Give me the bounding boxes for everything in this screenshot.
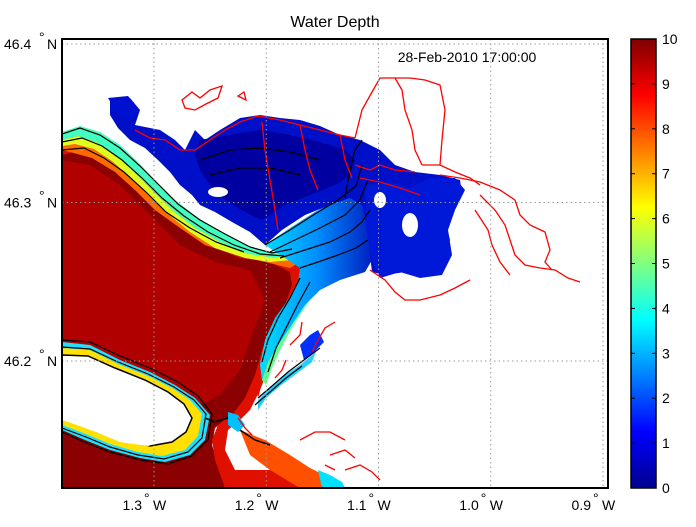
lon-tick-value: 0.9 (572, 497, 592, 513)
lat-tick-unit: N (47, 353, 57, 369)
colorbar-tick-label: 9 (662, 76, 670, 92)
colorbar-tick-labels: 0 1 2 3 4 5 6 7 8 9 10 (631, 31, 678, 496)
map-title: Water Depth (290, 14, 379, 31)
latitude-tick-labels: 46.4 ° N46.3 ° N46.2 ° N (4, 29, 57, 369)
degree-symbol: ° (39, 346, 45, 362)
lat-tick-unit: N (47, 36, 57, 52)
degree-symbol: ° (144, 490, 150, 506)
degree-symbol: ° (39, 188, 45, 204)
flat-island-2 (319, 116, 331, 124)
lon-tick-unit: W (602, 497, 616, 513)
flat-island-4 (374, 192, 386, 208)
flat-island-3 (402, 213, 418, 237)
degree-symbol: ° (39, 29, 45, 45)
colorbar-tick-label: 5 (662, 256, 670, 272)
tidal-flats-deep (195, 130, 355, 220)
lat-tick-value: 46.2 (4, 353, 31, 369)
coastline-dikes (134, 77, 581, 481)
colorbar-tick-label: 8 (662, 121, 670, 137)
colorbar-tick-label: 2 (662, 390, 670, 406)
south-channel-patch (318, 470, 345, 488)
south-coast-blue-fringe (300, 330, 324, 360)
estuary-green-margin (262, 292, 318, 385)
colorbar-tick-label: 7 (662, 166, 670, 182)
lat-tick-value: 46.4 (4, 36, 31, 52)
map-gridlines (62, 39, 608, 488)
lon-tick-value: 1.1 (347, 497, 367, 513)
degree-symbol: ° (481, 490, 487, 506)
map-area (62, 39, 608, 488)
longitude-tick-labels: 1.3 ° W 1.2 ° W 1.1 ° W 1.0 ° W 0.9 ° W (123, 490, 616, 513)
lat-tick-value: 46.3 (4, 195, 31, 211)
lon-tick-value: 1.0 (459, 497, 479, 513)
timestamp-label: 28-Feb-2010 17:00:00 (398, 49, 537, 65)
north-coast-yellow-band (62, 136, 295, 262)
colorbar: 0 1 2 3 4 5 6 7 8 9 10 (630, 31, 678, 496)
lon-tick-value: 1.2 (235, 497, 255, 513)
estuary-channel (260, 190, 372, 380)
flat-island-1 (208, 187, 228, 197)
island-south-white (62, 408, 180, 446)
degree-symbol: ° (593, 490, 599, 506)
degree-symbol: ° (369, 490, 375, 506)
lon-tick-unit: W (265, 497, 279, 513)
lon-tick-unit: W (153, 497, 167, 513)
lon-tick-value: 1.3 (123, 497, 143, 513)
colorbar-tick-label: 4 (662, 300, 670, 316)
colorbar-tick-label: 10 (662, 31, 678, 47)
colorbar-scale (630, 38, 657, 489)
map-axes-frame (61, 38, 609, 489)
depth-contours (62, 127, 371, 465)
colorbar-tick-label: 0 (662, 480, 670, 496)
colorbar-tick-label: 1 (662, 435, 670, 451)
colorbar-tick-label: 6 (662, 211, 670, 227)
sea-mid-depth (62, 160, 265, 405)
colorbar-tick-label: 3 (662, 345, 670, 361)
lon-tick-unit: W (378, 497, 392, 513)
lon-tick-unit: W (490, 497, 504, 513)
lat-tick-unit: N (47, 195, 57, 211)
degree-symbol: ° (256, 490, 262, 506)
tidal-flats-north-patch (108, 96, 138, 118)
channel-sandbar (228, 412, 245, 432)
south-mainland (250, 280, 608, 488)
sea-orange-nearshore (62, 140, 300, 268)
